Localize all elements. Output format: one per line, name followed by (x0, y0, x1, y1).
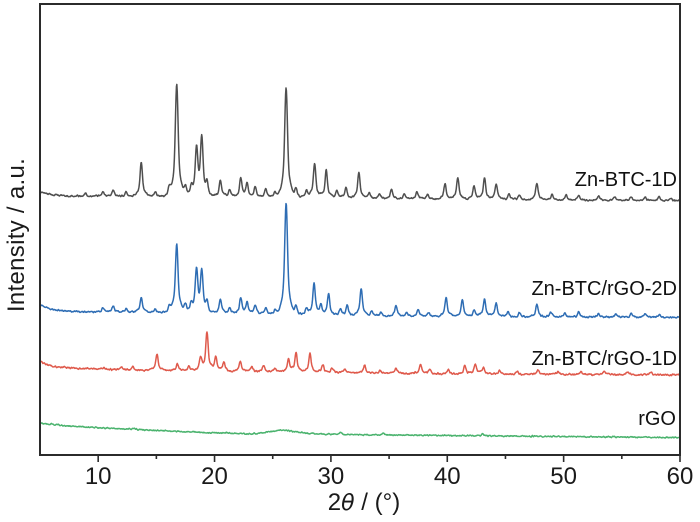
x-tick-label-10: 10 (84, 463, 112, 490)
series-label-zn-btc-rgo-1d: Zn-BTC/rGO-1D (531, 348, 677, 370)
x-axis-label: 2θ / (°) (328, 489, 400, 517)
x-axis-label-suffix: / (°) (354, 489, 401, 516)
x-axis-label-theta: θ (341, 491, 355, 516)
trace-zn-btc-rgo-1d (39, 331, 681, 377)
series-label-rgo: rGO (638, 408, 676, 430)
x-tick-label-20: 20 (201, 463, 228, 490)
y-axis-label: Intensity / a.u. (3, 157, 30, 313)
x-tick-label-40: 40 (433, 463, 461, 490)
x-tick-label-60: 60 (666, 463, 694, 490)
trace-zn-btc-1d (39, 83, 681, 202)
trace-rgo (39, 422, 681, 439)
series-label-zn-btc-rgo-2d: Zn-BTC/rGO-2D (531, 278, 677, 300)
x-tick-label-50: 50 (550, 463, 577, 490)
x-axis-tick-labels: 10 20 30 40 50 60 (0, 463, 700, 493)
series-label-zn-btc-1d: Zn-BTC-1D (574, 169, 677, 191)
x-axis-label-prefix: 2 (327, 489, 342, 516)
trace-zn-btc-rgo-2d (39, 202, 681, 319)
x-tick-label-30: 30 (317, 463, 345, 490)
plot-frame (39, 3, 681, 456)
